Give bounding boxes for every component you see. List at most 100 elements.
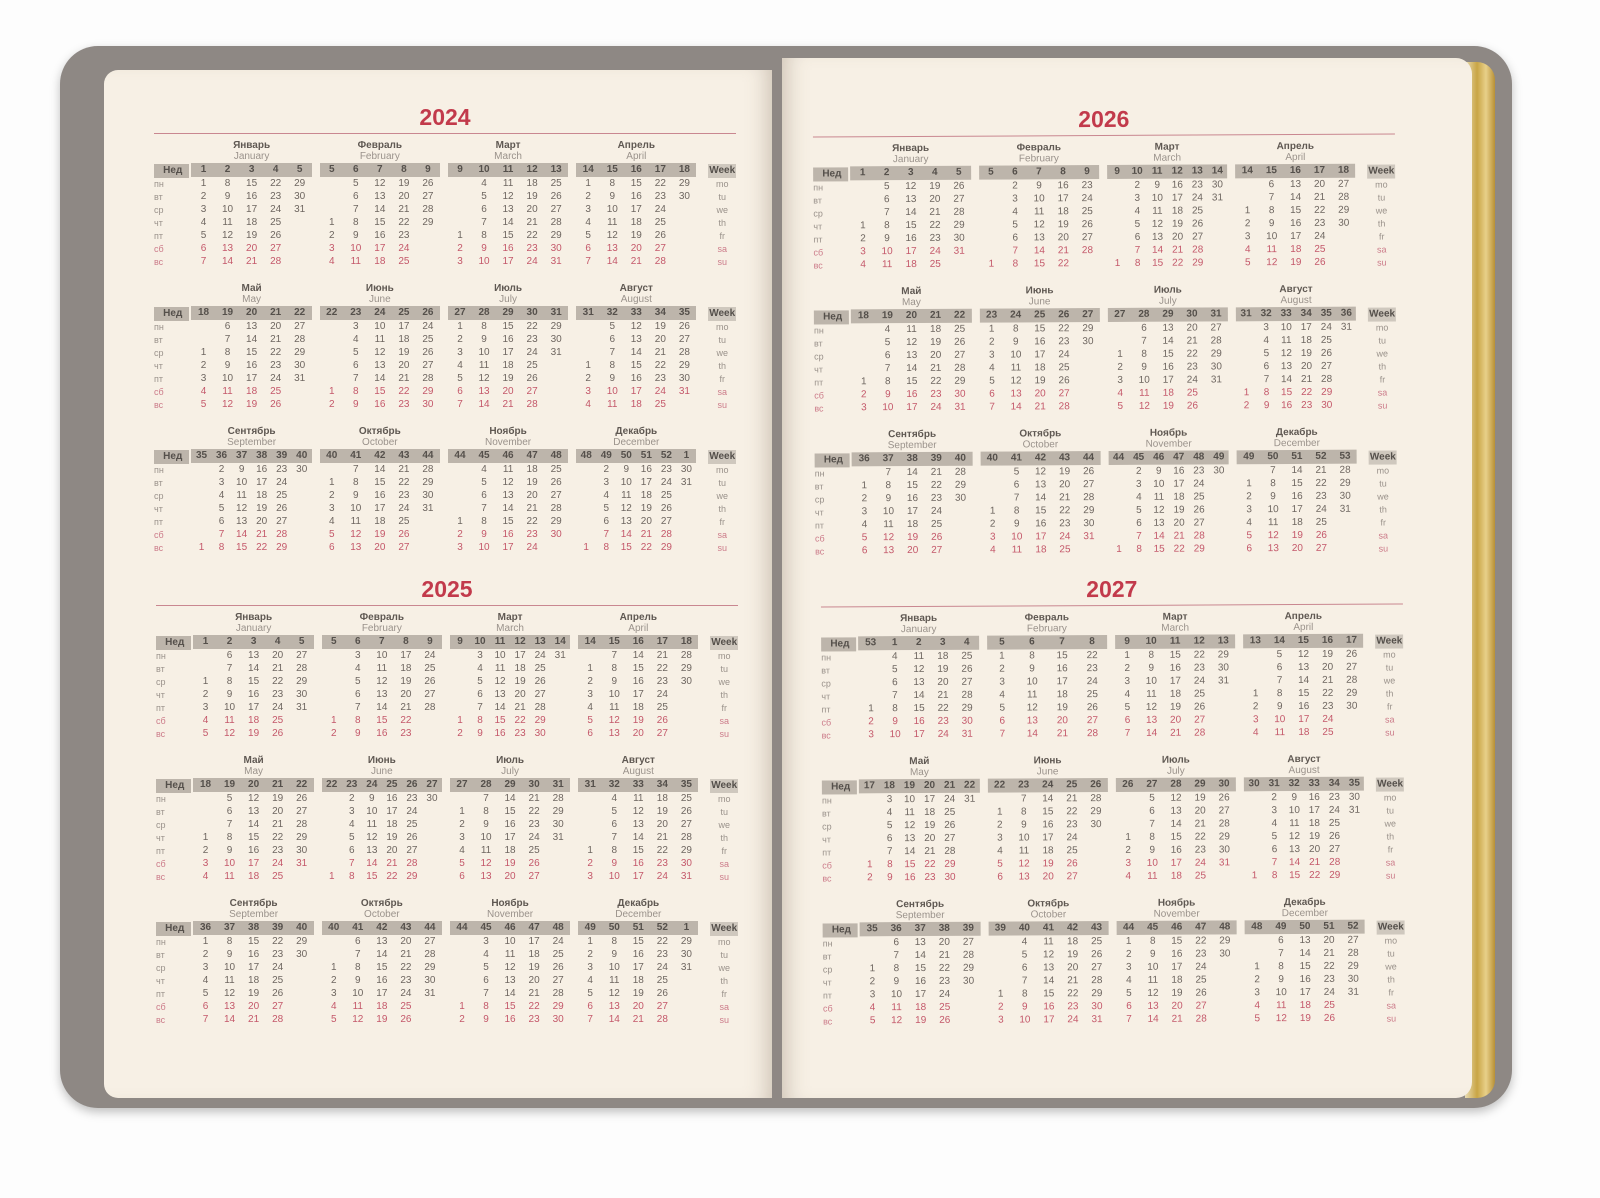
day-cell: 31 bbox=[1217, 675, 1230, 687]
day-cell bbox=[1204, 386, 1228, 399]
week-number: 45 bbox=[480, 922, 492, 933]
month-calendar: Май May 18 19 20 21 22 4 11 18 25 5 12 19 26 6 13 20 27 7 14… bbox=[851, 286, 972, 416]
day-cell bbox=[674, 688, 698, 701]
day-cell: 8 bbox=[226, 936, 233, 947]
day-cell: 27 bbox=[294, 321, 306, 332]
day-cell: 2 bbox=[587, 949, 593, 960]
day-cell: 2 bbox=[1135, 465, 1142, 477]
day-cell: 16 bbox=[1170, 844, 1182, 856]
day-cell bbox=[1345, 856, 1365, 869]
day-cell bbox=[859, 663, 883, 676]
month-name-ru: Июль bbox=[496, 755, 525, 766]
day-cell: 4 bbox=[860, 259, 866, 271]
day-cell: 1 bbox=[861, 480, 868, 492]
day-cell: 11 bbox=[1276, 1000, 1287, 1012]
day-cell: 14 bbox=[221, 256, 234, 267]
day-cell: 14 bbox=[1280, 374, 1293, 386]
month-name-en: May bbox=[901, 296, 921, 309]
month-calendar: Апрель April 14 15 16 17 18 6 13 20 27 7 14 21 28 1 8 15 2… bbox=[1235, 141, 1356, 271]
day-cell: 13 bbox=[883, 545, 895, 557]
month-calendar: Декабрь December 49 50 51 52 53 7 14 21 28 1 8 15 22 29… bbox=[1236, 427, 1358, 557]
weekday-label: fr bbox=[721, 703, 727, 713]
day-cell: 3 bbox=[483, 936, 489, 947]
day-row: 1 8 15 22 29 bbox=[1236, 386, 1356, 400]
day-cell: 11 bbox=[1152, 205, 1163, 217]
day-cell: 7 bbox=[1134, 244, 1141, 256]
week-numbers-bar: 9 10 11 12 13 14 bbox=[1107, 164, 1228, 179]
week-number: 27 bbox=[1082, 309, 1094, 321]
weekday-label: tu bbox=[1386, 805, 1395, 816]
day-row: 6 13 20 27 bbox=[576, 333, 696, 346]
day-cell: 14 bbox=[1026, 728, 1039, 740]
month-calendar: Июнь June 23 24 25 26 27 1 8 15 22 29 2 9 16 23 30 3 10 17 2… bbox=[979, 285, 1100, 415]
day-cell: 29 bbox=[680, 936, 692, 947]
week-number: 47 bbox=[1173, 451, 1185, 463]
day-cell: 24 bbox=[1058, 349, 1070, 361]
day-cell bbox=[191, 489, 211, 502]
day-cell bbox=[981, 492, 1005, 505]
week-header-label: Нед bbox=[823, 311, 843, 323]
week-number: 33 bbox=[1308, 777, 1320, 789]
week-number: 29 bbox=[502, 307, 514, 318]
day-row: 6 13 20 27 bbox=[1237, 542, 1357, 556]
week-number: 23 bbox=[986, 309, 998, 321]
day-cell: 8 bbox=[1012, 258, 1019, 270]
day-cell: 14 bbox=[906, 362, 918, 375]
day-cell: 29 bbox=[1219, 935, 1231, 947]
day-row: 4 11 18 25 bbox=[191, 216, 311, 229]
day-cell: 8 bbox=[1134, 257, 1141, 269]
day-cell: 12 bbox=[906, 336, 918, 349]
day-cell: 21 bbox=[1066, 793, 1078, 805]
week-number: 44 bbox=[454, 450, 466, 461]
day-cell: 22 bbox=[1194, 831, 1206, 843]
day-cell: 22 bbox=[272, 676, 284, 687]
day-cell: 21 bbox=[400, 949, 412, 960]
day-cell: 18 bbox=[929, 323, 942, 335]
day-row: 5 12 19 26 bbox=[193, 987, 313, 1000]
day-cell: 10 bbox=[881, 246, 893, 258]
day-cell: 3 bbox=[457, 542, 463, 553]
day-cell: 27 bbox=[1347, 934, 1359, 946]
day-cell: 2 bbox=[1117, 361, 1123, 373]
day-cell: 12 bbox=[606, 230, 618, 241]
day-row: 2 9 16 23 30 bbox=[1115, 661, 1235, 675]
day-cell: 26 bbox=[1218, 792, 1230, 804]
weekday-label: пт bbox=[814, 377, 824, 388]
day-row: 5 12 19 26 bbox=[1107, 217, 1227, 231]
day-cell: 28 bbox=[1339, 464, 1351, 476]
week-numbers-bar: 35 36 37 38 39 40 bbox=[191, 449, 312, 463]
day-cell bbox=[322, 701, 346, 714]
day-row: 4 11 18 25 bbox=[1117, 973, 1237, 987]
day-cell: 4 bbox=[483, 949, 489, 960]
day-cell: 16 bbox=[1171, 179, 1183, 191]
day-cell: 20 bbox=[374, 542, 386, 553]
day-cell bbox=[288, 255, 312, 268]
week-header-en: Week bbox=[708, 307, 737, 321]
day-cell: 14 bbox=[478, 399, 490, 410]
week-number: 38 bbox=[248, 922, 260, 933]
day-cell: 30 bbox=[422, 490, 434, 501]
day-cell: 27 bbox=[526, 386, 538, 397]
day-cell: 5 bbox=[1263, 348, 1270, 360]
weekday-label: su bbox=[1378, 543, 1389, 554]
day-cell: 2 bbox=[457, 243, 463, 254]
day-cell: 2 bbox=[1125, 948, 1132, 960]
day-cell: 15 bbox=[906, 479, 918, 492]
week-number: 27 bbox=[426, 779, 438, 790]
day-cell bbox=[1337, 373, 1357, 386]
day-row: 3 10 17 24 bbox=[852, 505, 972, 519]
week-number: 48 bbox=[552, 922, 564, 933]
day-row: 5 12 19 26 bbox=[1243, 648, 1363, 662]
day-cell: 29 bbox=[660, 542, 672, 553]
day-cell bbox=[1212, 700, 1236, 713]
day-cell: 7 bbox=[885, 467, 892, 479]
day-cell: 19 bbox=[930, 336, 942, 348]
day-row: 6 13 20 27 bbox=[1236, 360, 1356, 374]
day-row: 6 13 20 27 bbox=[450, 974, 570, 987]
month-calendar: Май May 18 19 20 21 22 6 13 20 27 7 14 21 28 1 8 15 22 29 2 9… bbox=[191, 283, 312, 412]
day-row: 5 12 19 26 bbox=[859, 663, 979, 677]
day-row: 2 9 16 23 30 bbox=[322, 792, 442, 805]
day-row: 5 12 19 26 bbox=[1108, 399, 1228, 413]
weekday-labels: Нед пн вт ср чт пт сб вс bbox=[821, 613, 857, 742]
